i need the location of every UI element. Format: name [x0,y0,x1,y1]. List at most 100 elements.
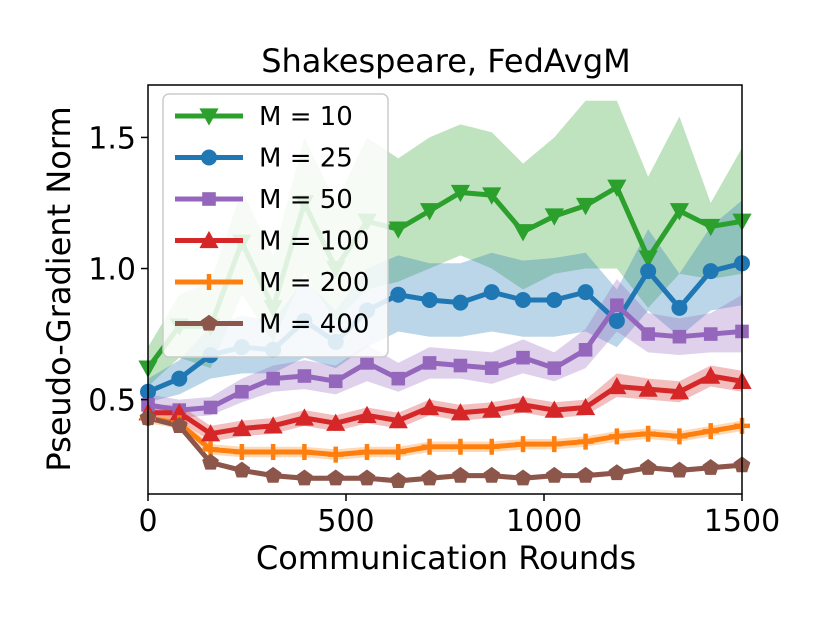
point-m-400 [545,466,563,483]
point-m-10 [701,218,721,237]
point-m-100 [294,408,315,426]
point-m-400 [296,469,313,486]
point-m-200 [702,423,719,440]
point-m-10 [419,203,440,221]
point-m-200 [546,436,563,453]
point-m-200 [296,444,313,461]
point-m-50 [328,374,343,389]
point-m-50 [516,350,530,365]
point-m-25 [421,291,438,308]
band-m-200 [148,412,742,460]
point-m-50 [547,361,562,375]
point-m-400 [483,466,501,483]
point-m-100 [638,379,658,397]
point-m-50 [453,358,468,373]
y-axis-ticks: 0.5 1.0 1.5 [88,121,148,419]
point-m-400 [702,458,720,475]
point-m-100 [263,416,283,434]
x-tick-label: 1500 [704,504,780,539]
point-m-100 [232,418,252,437]
point-m-400 [389,472,407,489]
point-m-25 [546,291,563,308]
point-m-100 [450,403,471,421]
legend-label-m-25: M = 25 [259,144,353,174]
point-m-50 [391,371,406,386]
point-m-50 [641,327,655,341]
point-m-400 [577,466,594,483]
point-m-100 [388,410,408,429]
point-m-100 [169,403,189,421]
point-m-50 [672,329,687,344]
point-m-200 [358,444,375,461]
point-m-400 [264,466,282,483]
y-tick-label: 0.5 [88,384,136,419]
legend-label-m-100: M = 100 [259,227,369,257]
point-m-10 [388,221,408,239]
point-m-25 [515,291,532,308]
point-m-400 [421,469,438,486]
point-m-100 [575,397,596,416]
point-m-100 [513,395,533,413]
point-m-200 [608,428,625,445]
point-m-25 [390,286,407,303]
point-m-400 [233,461,251,478]
point-m-25 [608,312,625,329]
point-m-200 [640,425,657,442]
point-m-100 [544,400,564,418]
point-m-10 [482,187,502,205]
plot-frame [147,84,743,495]
legend-marker-m-100 [199,230,219,249]
point-m-200 [577,433,594,450]
point-m-400 [327,469,345,486]
legend-label-m-10: M = 10 [259,102,353,132]
point-m-25 [577,284,594,301]
point-m-100 [326,413,346,431]
legend-marker-m-25 [201,149,217,166]
legend-label-m-400: M = 400 [259,310,369,340]
point-m-10 [544,208,564,226]
legend-marker-m-400 [200,314,218,331]
y-axis-label: Pseudo-Gradient Norm [40,106,78,471]
point-m-10 [607,179,627,197]
point-m-100 [357,405,377,424]
point-m-200 [421,438,438,455]
point-m-50 [266,371,280,386]
point-m-50 [610,298,624,313]
x-axis-label: Communication Rounds [256,539,636,577]
point-m-10 [513,224,533,242]
point-m-100 [482,400,502,418]
point-m-100 [200,424,221,442]
point-m-400 [514,469,532,486]
point-m-25 [640,263,657,280]
point-m-100 [419,397,440,416]
point-m-400 [452,466,469,483]
point-m-50 [578,343,593,357]
y-tick-label: 1.5 [88,121,136,156]
legend-marker-m-200 [201,274,217,290]
point-m-25 [483,284,500,301]
x-tick-label: 0 [138,504,157,539]
point-m-200 [390,444,407,461]
point-m-400 [639,458,657,475]
y-tick-label: 1.0 [88,253,136,288]
point-m-50 [422,356,437,370]
point-m-200 [327,446,344,463]
band-m-100 [148,365,742,442]
point-m-100 [607,376,627,395]
point-m-200 [452,438,469,455]
point-m-10 [638,250,658,268]
point-m-400 [358,469,376,486]
legend-label-m-200: M = 200 [259,268,369,298]
chart-title: Shakespeare, FedAvgM [261,42,631,80]
point-m-100 [669,382,690,400]
x-tick-label: 500 [317,504,374,539]
legend: M = 10 M = 25 M = 50 M = 100 M = 200 M = 400 [162,93,389,358]
legend-label-m-50: M = 50 [259,185,353,215]
point-m-100 [701,366,721,384]
point-m-200 [483,438,500,455]
point-m-10 [575,197,596,216]
x-tick-label: 1000 [506,504,582,539]
point-m-50 [297,369,312,383]
point-m-25 [671,299,688,316]
